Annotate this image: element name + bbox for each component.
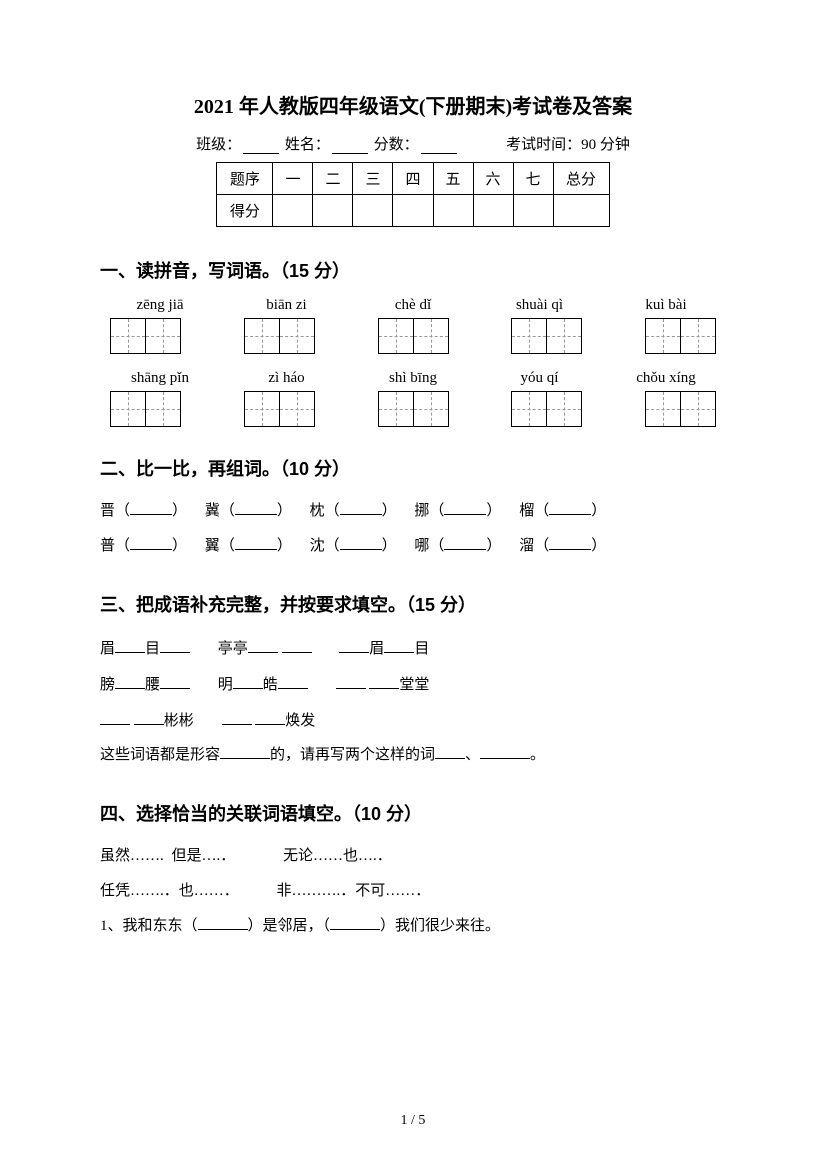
score-table: 题序 一 二 三 四 五 六 七 总分 得分 <box>216 162 609 227</box>
answer-blank[interactable] <box>248 639 278 653</box>
q2-row1: 晋（） 冀（） 枕（） 挪（） 榴（） <box>100 495 726 528</box>
cell-label: 总分 <box>553 163 609 195</box>
cell-blank[interactable] <box>553 195 609 227</box>
pinyin-row: zēng jiā biān zi chè dǐ shuài qì kuì bài <box>100 297 726 314</box>
cell: 二 <box>313 163 353 195</box>
cell-blank[interactable] <box>393 195 433 227</box>
name-label: 姓名： <box>285 137 330 153</box>
answer-blank[interactable] <box>233 675 263 689</box>
char-box[interactable] <box>645 318 716 354</box>
answer-blank[interactable] <box>369 675 399 689</box>
char-box-row <box>100 318 726 354</box>
pinyin-label: zì háo <box>237 370 337 387</box>
answer-blank[interactable] <box>444 536 486 550</box>
answer-blank[interactable] <box>198 916 248 930</box>
char-box[interactable] <box>511 318 582 354</box>
conj-row-1: 虽然……. 但是….． 无论……也….． <box>100 840 726 873</box>
answer-blank[interactable] <box>115 639 145 653</box>
class-blank[interactable] <box>243 138 279 154</box>
char-box[interactable] <box>378 318 449 354</box>
answer-blank[interactable] <box>100 711 130 725</box>
cell: 一 <box>273 163 313 195</box>
idiom-line-1: 眉目 亭亭 眉目 <box>100 631 726 667</box>
score-blank[interactable] <box>421 138 457 154</box>
time-label: 考试时间：90 分钟 <box>506 137 630 153</box>
cell-blank[interactable] <box>513 195 553 227</box>
page-title: 2021 年人教版四年级语文(下册期末)考试卷及答案 <box>100 90 726 119</box>
info-line: 班级： 姓名： 分数： 考试时间：90 分钟 <box>100 133 726 154</box>
name-blank[interactable] <box>332 138 368 154</box>
answer-blank[interactable] <box>339 639 369 653</box>
pinyin-label: yóu qí <box>490 370 590 387</box>
idiom-summary: 这些词语都是形容的，请再写两个这样的词、。 <box>100 739 726 772</box>
answer-blank[interactable] <box>115 675 145 689</box>
answer-blank[interactable] <box>435 745 465 759</box>
cell-blank[interactable] <box>313 195 353 227</box>
answer-blank[interactable] <box>255 711 285 725</box>
section4-heading: 四、选择恰当的关联词语填空。（10 分） <box>100 800 726 826</box>
answer-blank[interactable] <box>130 501 172 515</box>
pinyin-label: shuài qì <box>490 297 590 314</box>
answer-blank[interactable] <box>134 711 164 725</box>
answer-blank[interactable] <box>160 675 190 689</box>
cell-blank[interactable] <box>353 195 393 227</box>
idiom-line-3: 彬彬 焕发 <box>100 703 726 739</box>
answer-blank[interactable] <box>330 916 380 930</box>
answer-blank[interactable] <box>278 675 308 689</box>
cell: 七 <box>513 163 553 195</box>
answer-blank[interactable] <box>340 536 382 550</box>
answer-blank[interactable] <box>235 536 277 550</box>
cell-label: 题序 <box>217 163 273 195</box>
pinyin-label: shāng pǐn <box>110 370 210 387</box>
answer-blank[interactable] <box>222 711 252 725</box>
section3-heading: 三、把成语补充完整，并按要求填空。（15 分） <box>100 591 726 617</box>
char-box[interactable] <box>110 318 181 354</box>
score-label: 分数： <box>374 137 419 153</box>
answer-blank[interactable] <box>160 639 190 653</box>
answer-blank[interactable] <box>549 501 591 515</box>
char-box[interactable] <box>511 391 582 427</box>
page-footer: 1 / 5 <box>0 1113 826 1129</box>
answer-blank[interactable] <box>549 536 591 550</box>
pinyin-label: chǒu xíng <box>616 370 716 387</box>
answer-blank[interactable] <box>235 501 277 515</box>
cell-label: 得分 <box>217 195 273 227</box>
answer-blank[interactable] <box>444 501 486 515</box>
char-box[interactable] <box>244 391 315 427</box>
answer-blank[interactable] <box>220 745 270 759</box>
pinyin-label: shì bīng <box>363 370 463 387</box>
cell: 六 <box>473 163 513 195</box>
section1-heading: 一、读拼音，写词语。（15 分） <box>100 257 726 283</box>
cell-blank[interactable] <box>473 195 513 227</box>
cell: 三 <box>353 163 393 195</box>
cell: 五 <box>433 163 473 195</box>
q4-1: 1、我和东东（）是邻居，（）我们很少来往。 <box>100 910 726 943</box>
answer-blank[interactable] <box>282 639 312 653</box>
char-box[interactable] <box>378 391 449 427</box>
pinyin-label: chè dǐ <box>363 297 463 314</box>
idiom-line-2: 膀腰 明皓 堂堂 <box>100 667 726 703</box>
section2-heading: 二、比一比，再组词。（10 分） <box>100 455 726 481</box>
cell: 四 <box>393 163 433 195</box>
table-row: 题序 一 二 三 四 五 六 七 总分 <box>217 163 609 195</box>
pinyin-label: kuì bài <box>616 297 716 314</box>
char-box[interactable] <box>110 391 181 427</box>
pinyin-row: shāng pǐn zì háo shì bīng yóu qí chǒu xí… <box>100 370 726 387</box>
answer-blank[interactable] <box>480 745 530 759</box>
cell-blank[interactable] <box>433 195 473 227</box>
char-box-row <box>100 391 726 427</box>
answer-blank[interactable] <box>340 501 382 515</box>
answer-blank[interactable] <box>336 675 366 689</box>
pinyin-label: biān zi <box>237 297 337 314</box>
answer-blank[interactable] <box>384 639 414 653</box>
conj-row-2: 任凭…….．也……． 非……….．不可……． <box>100 875 726 908</box>
pinyin-label: zēng jiā <box>110 297 210 314</box>
table-row: 得分 <box>217 195 609 227</box>
answer-blank[interactable] <box>130 536 172 550</box>
char-box[interactable] <box>244 318 315 354</box>
cell-blank[interactable] <box>273 195 313 227</box>
class-label: 班级： <box>196 137 241 153</box>
q2-row2: 普（） 翼（） 沈（） 哪（） 溜（） <box>100 530 726 563</box>
char-box[interactable] <box>645 391 716 427</box>
